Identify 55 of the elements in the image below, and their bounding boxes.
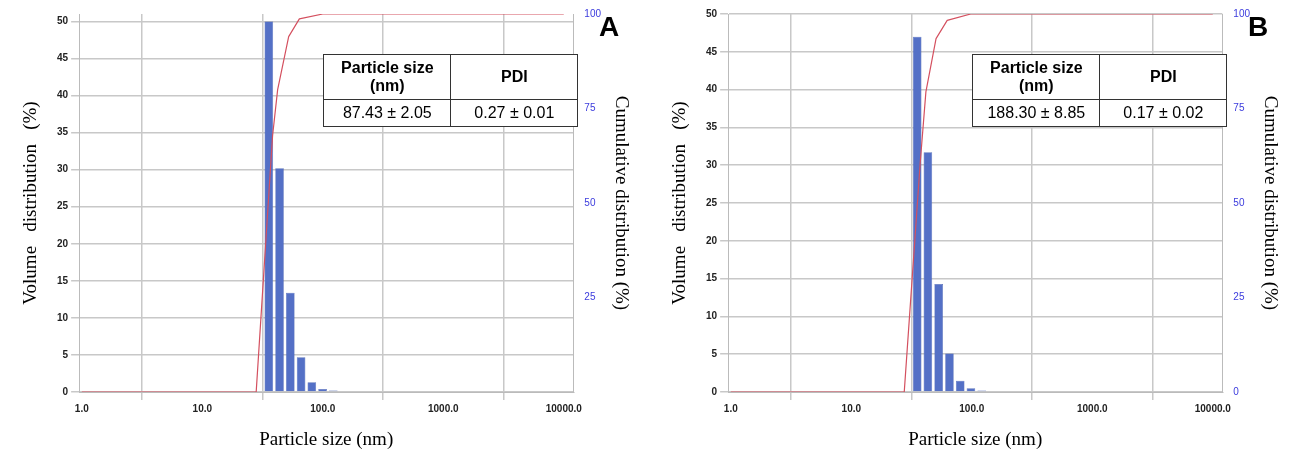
annotation: Particle size (nm) [972, 54, 1100, 100]
y-tick-label: 35 [57, 126, 69, 138]
y-tick-label: 20 [57, 237, 69, 249]
x-tick-label: 100.0 [310, 402, 336, 414]
annotation: PDI [450, 54, 578, 100]
x-tick-label: 10.0 [841, 402, 862, 414]
y2-tick-label: 100 [1233, 7, 1251, 19]
y-tick-label: 0 [62, 385, 69, 397]
y-axis-title: Volume distribution (%) [19, 101, 41, 305]
x-axis-title: Particle size (nm) [908, 428, 1043, 450]
annotation: 188.30 ± 8.85 [972, 99, 1100, 127]
y2-tick-label: 50 [584, 196, 596, 208]
y2-axis-title: Cumulative distribution (%) [1260, 95, 1282, 311]
y-tick-label: 15 [57, 274, 69, 286]
y-tick-label: 15 [706, 272, 718, 284]
y2-tick-label: 75 [584, 102, 596, 114]
y-tick-label: 45 [57, 52, 69, 64]
y-tick-label: 10 [57, 311, 69, 323]
x-tick-label: 100.0 [959, 402, 985, 414]
y-tick-label: 25 [57, 200, 69, 212]
y-tick-label: 10 [706, 310, 718, 322]
y-tick-label: 25 [706, 196, 718, 208]
y2-tick-label: 75 [1233, 102, 1245, 114]
y-tick-label: 40 [57, 89, 69, 101]
y2-tick-label: 25 [1233, 291, 1245, 303]
y-tick-label: 45 [706, 45, 718, 57]
x-tick-label: 1.0 [723, 402, 739, 414]
x-tick-label: 1000.0 [427, 402, 460, 414]
annotation: 87.43 ± 2.05 [323, 99, 451, 127]
annotation: Particle size (nm) [323, 54, 451, 100]
y-tick-label: 0 [711, 385, 718, 397]
x-tick-label: 10000.0 [545, 402, 583, 414]
x-tick-label: 1000.0 [1076, 402, 1109, 414]
y-tick-label: 35 [706, 121, 718, 133]
annotation: 0.27 ± 0.01 [450, 99, 578, 127]
y-tick-label: 5 [711, 347, 718, 359]
y-tick-label: 5 [62, 348, 69, 360]
y-tick-label: 50 [57, 15, 69, 27]
y-tick-label: 30 [57, 163, 69, 175]
y2-tick-label: 100 [584, 7, 602, 19]
y-tick-label: 40 [706, 83, 718, 95]
x-axis-title: Particle size (nm) [259, 428, 394, 450]
y-tick-label: 30 [706, 158, 718, 170]
y-axis-title: Volume distribution (%) [668, 101, 690, 305]
y2-tick-label: 0 [1233, 385, 1240, 397]
y2-axis-title: Cumulative distribution (%) [611, 95, 633, 311]
annotation: PDI [1099, 54, 1227, 100]
y-tick-label: 20 [706, 234, 718, 246]
y2-tick-label: 25 [584, 291, 596, 303]
annotation: 0.17 ± 0.02 [1099, 99, 1227, 127]
y2-tick-label: 50 [1233, 196, 1245, 208]
x-tick-label: 10.0 [192, 402, 213, 414]
x-tick-label: 1.0 [74, 402, 90, 414]
y-tick-label: 50 [706, 7, 718, 19]
x-tick-label: 10000.0 [1194, 402, 1232, 414]
